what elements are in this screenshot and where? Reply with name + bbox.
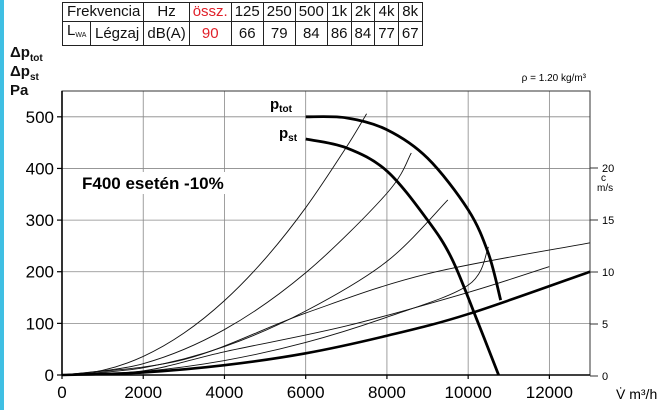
annotation-background bbox=[78, 172, 248, 194]
plot-frame bbox=[61, 90, 591, 376]
series-label-ptot: ptot bbox=[270, 96, 293, 115]
right-axis-label-unit: m/s bbox=[597, 183, 613, 194]
system-curve bbox=[61, 266, 550, 376]
system-curve bbox=[61, 113, 368, 376]
noise-table-row-level: LWA Légzaj dB(A) 90 66 79 84 86 84 77 67 bbox=[62, 21, 423, 46]
system-curve bbox=[61, 199, 449, 376]
y-tick-label: 100 bbox=[26, 314, 54, 333]
x-axis-label: V̇ m³/h bbox=[616, 386, 657, 402]
band-label: 500 bbox=[294, 2, 328, 22]
y-axis-label-unit: Pa bbox=[10, 82, 29, 99]
band-level: 77 bbox=[374, 21, 399, 46]
right-axis-tick-label: 0 bbox=[602, 371, 608, 383]
band-level: 84 bbox=[350, 21, 376, 46]
y-tick-label: 0 bbox=[45, 366, 54, 385]
series-line-ptot bbox=[305, 115, 503, 301]
right-axis-tick-label: 15 bbox=[602, 215, 614, 227]
x-tick-label: 8000 bbox=[368, 383, 406, 402]
band-label: 4k bbox=[374, 2, 399, 22]
system-curve bbox=[61, 152, 412, 376]
y-tick-label: 300 bbox=[26, 211, 54, 230]
system-curve bbox=[61, 242, 591, 376]
noise-table: Frekvencia Hz össz. 125 250 500 1k 2k 4k… bbox=[61, 2, 423, 46]
y-axis-label-ptot: Δptot bbox=[10, 44, 43, 64]
x-tick-label: 6000 bbox=[287, 383, 325, 402]
right-axis-tick-label: 5 bbox=[602, 319, 608, 331]
density-note: ρ = 1.20 kg/m³ bbox=[522, 73, 587, 84]
band-label: 250 bbox=[262, 2, 296, 22]
series-line-dyn_pressure bbox=[61, 270, 591, 377]
noise-label: Légzaj bbox=[89, 21, 145, 46]
lwa-symbol: LWA bbox=[62, 21, 91, 46]
x-tick-label: 10000 bbox=[445, 383, 492, 402]
band-level: 84 bbox=[294, 21, 328, 46]
annotation-text: F400 esetén -10% bbox=[82, 174, 224, 193]
series-line-pst bbox=[305, 137, 500, 376]
band-level: 67 bbox=[397, 21, 423, 46]
right-axis-tick-label: 10 bbox=[602, 267, 614, 279]
y-tick-label: 200 bbox=[26, 263, 54, 282]
band-level: 86 bbox=[326, 21, 352, 46]
band-level: 79 bbox=[262, 21, 296, 46]
right-axis-tick-label: 20 bbox=[602, 163, 614, 175]
y-axis-label-pst: Δpst bbox=[10, 63, 39, 83]
noise-table-row-frequency: Frekvencia Hz össz. 125 250 500 1k 2k 4k… bbox=[61, 2, 423, 22]
x-tick-label: 2000 bbox=[124, 383, 162, 402]
system-curve bbox=[61, 246, 489, 376]
y-tick-label: 400 bbox=[26, 159, 54, 178]
level-unit: dB(A) bbox=[143, 21, 190, 46]
x-tick-label: 0 bbox=[57, 383, 66, 402]
x-tick-label: 4000 bbox=[206, 383, 244, 402]
right-axis-label-c: c bbox=[601, 173, 606, 184]
y-tick-label: 500 bbox=[26, 108, 54, 127]
x-tick-label: 12000 bbox=[526, 383, 573, 402]
band-label: 8k bbox=[397, 2, 423, 22]
series-label-pst: pst bbox=[279, 125, 298, 144]
